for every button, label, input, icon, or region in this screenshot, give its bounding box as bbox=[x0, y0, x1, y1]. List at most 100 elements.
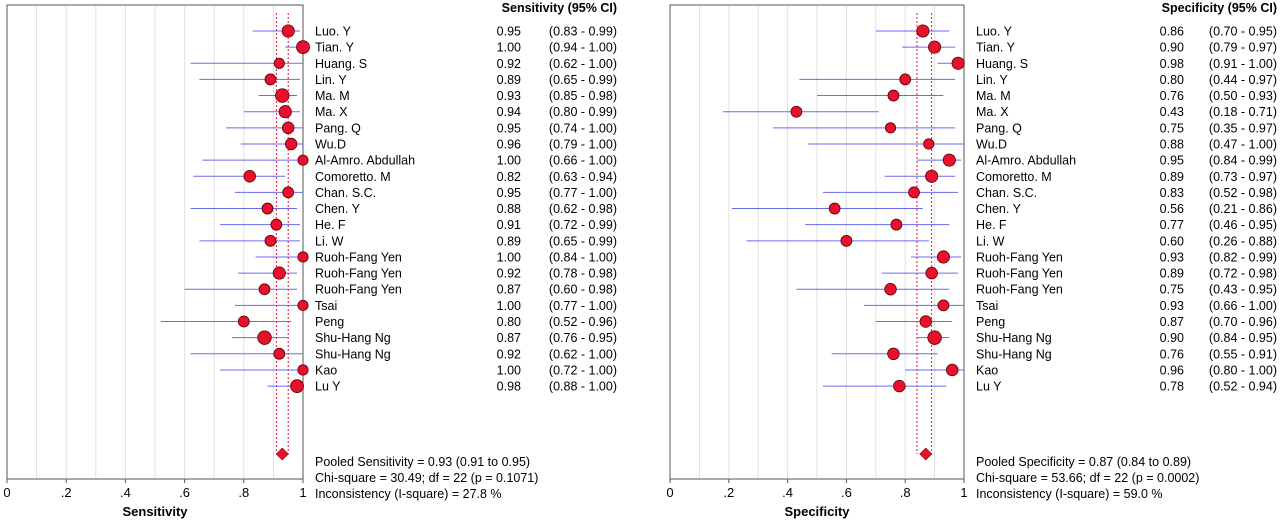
study-point bbox=[925, 169, 939, 183]
study-ci: (0.82 - 0.99) bbox=[1209, 250, 1277, 264]
study-estimate: 0.89 bbox=[1160, 267, 1184, 281]
study-estimate: 0.82 bbox=[497, 170, 521, 184]
study-ci: (0.72 - 0.99) bbox=[549, 218, 617, 232]
study-name: Tian. Y bbox=[315, 41, 355, 55]
study-name: Peng bbox=[315, 315, 344, 329]
study-estimate: 0.86 bbox=[1160, 25, 1184, 39]
study-estimate: 0.94 bbox=[497, 105, 521, 119]
study-ci: (0.52 - 0.94) bbox=[1209, 380, 1277, 394]
study-estimate: 1.00 bbox=[497, 41, 521, 55]
study-name: Luo. Y bbox=[315, 25, 352, 39]
study-ci: (0.94 - 1.00) bbox=[549, 41, 617, 55]
study-name: Ruoh-Fang Yen bbox=[315, 267, 402, 281]
study-ci: (0.44 - 0.97) bbox=[1209, 73, 1277, 87]
study-estimate: 0.87 bbox=[497, 283, 521, 297]
study-ci: (0.72 - 0.98) bbox=[1209, 267, 1277, 281]
study-point bbox=[273, 57, 285, 69]
study-name: Shu-Hang Ng bbox=[976, 347, 1052, 361]
summary-line-3: Inconsistency (I-square) = 27.8 % bbox=[315, 487, 502, 501]
x-tick-label: .6 bbox=[841, 485, 852, 500]
study-name: Huang. S bbox=[315, 57, 367, 71]
study-name: Peng bbox=[976, 315, 1005, 329]
study-estimate: 0.91 bbox=[497, 218, 521, 232]
x-tick-label: 1 bbox=[960, 485, 967, 500]
study-ci: (0.80 - 1.00) bbox=[1209, 363, 1277, 377]
study-name: Li. W bbox=[976, 234, 1005, 248]
study-name: Ruoh-Fang Yen bbox=[976, 283, 1063, 297]
study-estimate: 0.95 bbox=[497, 186, 521, 200]
study-point bbox=[284, 137, 298, 151]
study-name: Tsai bbox=[315, 299, 337, 313]
study-point bbox=[884, 283, 897, 296]
study-point bbox=[887, 89, 900, 102]
study-name: Chan. S.C. bbox=[315, 186, 376, 200]
study-ci: (0.73 - 0.97) bbox=[1209, 170, 1277, 184]
study-estimate: 0.92 bbox=[497, 347, 521, 361]
study-estimate: 0.96 bbox=[1160, 363, 1184, 377]
study-point bbox=[927, 330, 942, 345]
study-estimate: 0.76 bbox=[1160, 89, 1184, 103]
study-point bbox=[893, 379, 906, 393]
study-ci: (0.70 - 0.96) bbox=[1209, 315, 1277, 329]
study-ci: (0.43 - 0.95) bbox=[1209, 283, 1277, 297]
study-estimate: 0.78 bbox=[1160, 380, 1184, 394]
study-point bbox=[257, 330, 272, 345]
study-point bbox=[890, 218, 903, 231]
study-estimate: 0.98 bbox=[497, 380, 521, 394]
study-name: Wu.D bbox=[976, 137, 1007, 151]
study-ci: (0.77 - 1.00) bbox=[549, 299, 617, 313]
study-ci: (0.55 - 0.91) bbox=[1209, 347, 1277, 361]
study-point bbox=[278, 105, 292, 119]
study-ci: (0.62 - 1.00) bbox=[549, 347, 617, 361]
study-point bbox=[919, 315, 932, 328]
study-estimate: 0.88 bbox=[497, 202, 521, 216]
study-ci: (0.70 - 0.95) bbox=[1209, 25, 1277, 39]
study-estimate: 0.93 bbox=[1160, 250, 1184, 264]
study-name: Ruoh-Fang Yen bbox=[976, 250, 1063, 264]
study-estimate: 0.95 bbox=[1160, 154, 1184, 168]
x-tick-label: .8 bbox=[900, 485, 911, 500]
study-point bbox=[264, 234, 277, 247]
study-estimate: 0.89 bbox=[497, 234, 521, 248]
study-labels: Luo. Y 0.86 (0.70 - 0.95) Tian. Y 0.90 (0.79 … bbox=[976, 25, 1277, 394]
pooled-diamond bbox=[275, 447, 289, 461]
study-estimate: 0.90 bbox=[1160, 331, 1184, 345]
summary-line-2: Chi-square = 30.49; df = 22 (p = 0.1071) bbox=[315, 471, 538, 485]
study-point bbox=[281, 121, 295, 135]
study-point bbox=[297, 299, 309, 311]
study-point bbox=[936, 250, 950, 264]
study-name: Ma. X bbox=[976, 105, 1009, 119]
study-name: Wu.D bbox=[315, 137, 346, 151]
study-point bbox=[899, 73, 912, 86]
study-estimate: 0.90 bbox=[1160, 41, 1184, 55]
study-estimate: 1.00 bbox=[497, 250, 521, 264]
study-ci: (0.83 - 0.99) bbox=[549, 25, 617, 39]
pooled-lines bbox=[916, 13, 933, 454]
x-axis: 0 .2 .4 .6 .8 1 bbox=[666, 479, 968, 500]
study-name: Pang. Q bbox=[976, 121, 1022, 135]
study-point bbox=[297, 251, 309, 263]
study-ci: (0.72 - 1.00) bbox=[549, 363, 617, 377]
study-estimate: 0.80 bbox=[497, 315, 521, 329]
study-point bbox=[840, 234, 853, 247]
study-name: Lin. Y bbox=[976, 73, 1008, 87]
study-name: Lu Y bbox=[976, 380, 1002, 394]
study-point bbox=[270, 218, 283, 231]
study-estimate: 1.00 bbox=[497, 154, 521, 168]
study-point bbox=[297, 364, 309, 376]
study-name: Kao bbox=[976, 363, 998, 377]
study-ci: (0.50 - 0.93) bbox=[1209, 89, 1277, 103]
study-point bbox=[790, 105, 803, 118]
study-name: Al-Amro. Abdullah bbox=[315, 154, 415, 168]
x-tick-label: 0 bbox=[666, 485, 673, 500]
study-point bbox=[272, 266, 286, 280]
study-estimate: 0.96 bbox=[497, 137, 521, 151]
study-ci: (0.79 - 0.97) bbox=[1209, 41, 1277, 55]
study-estimate: 0.87 bbox=[1160, 315, 1184, 329]
study-ci: (0.78 - 0.98) bbox=[549, 267, 617, 281]
x-tick-label: 0 bbox=[3, 485, 10, 500]
study-point bbox=[928, 40, 942, 54]
study-point bbox=[282, 186, 295, 199]
study-name: Huang. S bbox=[976, 57, 1028, 71]
